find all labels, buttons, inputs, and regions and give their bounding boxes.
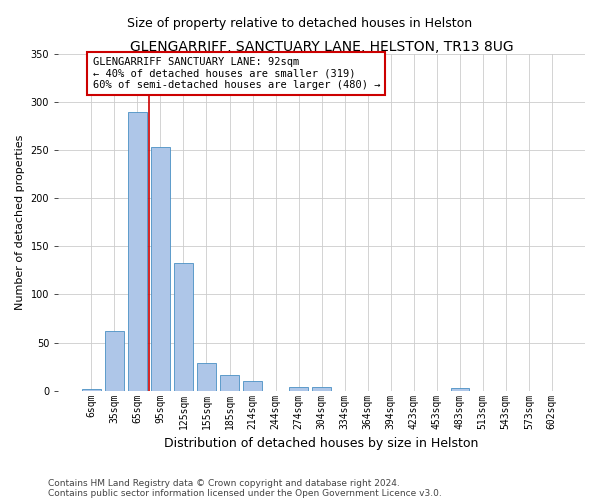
Bar <box>451 388 469 390</box>
Bar <box>151 148 170 390</box>
Text: GLENGARRIFF SANCTUARY LANE: 92sqm
← 40% of detached houses are smaller (319)
60%: GLENGARRIFF SANCTUARY LANE: 92sqm ← 40% … <box>92 57 380 90</box>
Bar <box>220 375 239 390</box>
Bar <box>82 388 101 390</box>
Bar <box>289 387 308 390</box>
Bar <box>244 381 262 390</box>
Title: GLENGARRIFF, SANCTUARY LANE, HELSTON, TR13 8UG: GLENGARRIFF, SANCTUARY LANE, HELSTON, TR… <box>130 40 514 54</box>
X-axis label: Distribution of detached houses by size in Helston: Distribution of detached houses by size … <box>164 437 479 450</box>
Text: Contains HM Land Registry data © Crown copyright and database right 2024.: Contains HM Land Registry data © Crown c… <box>48 478 400 488</box>
Bar <box>197 362 215 390</box>
Bar <box>128 112 146 390</box>
Bar <box>105 331 124 390</box>
Y-axis label: Number of detached properties: Number of detached properties <box>15 134 25 310</box>
Text: Size of property relative to detached houses in Helston: Size of property relative to detached ho… <box>127 18 473 30</box>
Text: Contains public sector information licensed under the Open Government Licence v3: Contains public sector information licen… <box>48 488 442 498</box>
Bar <box>313 387 331 390</box>
Bar <box>174 262 193 390</box>
